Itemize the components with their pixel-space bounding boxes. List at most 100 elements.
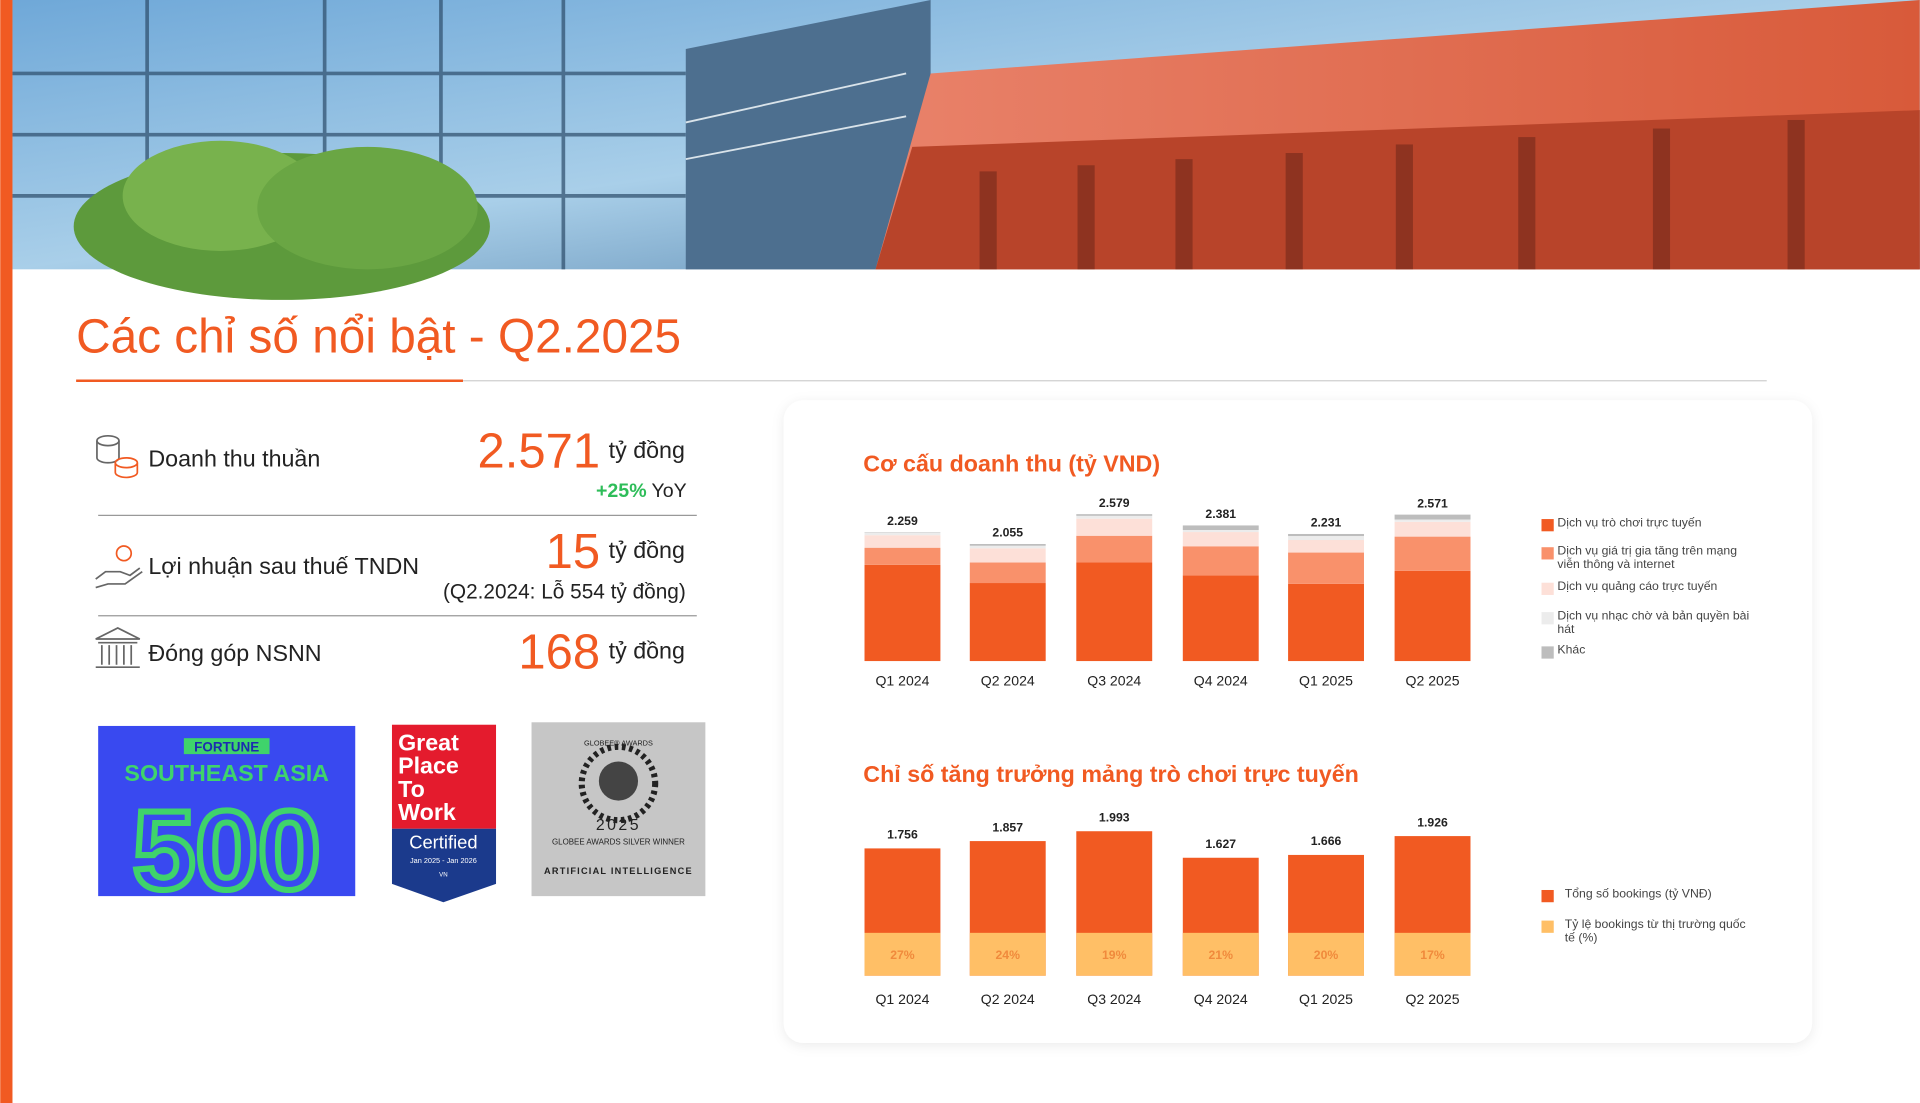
total-label: 2.055 xyxy=(992,526,1023,540)
bar-segment xyxy=(969,545,1046,549)
x-tick-label: Q2 2025 xyxy=(1406,673,1460,689)
x-tick-label: Q4 2024 xyxy=(1194,991,1248,1007)
bar-segment xyxy=(1076,518,1153,536)
share-band xyxy=(1076,932,1153,976)
value-label: 1.666 xyxy=(1311,834,1342,848)
legend-label: Dịch vụ nhạc chờ và bản quyền bài hát xyxy=(1557,609,1750,637)
kpi-growth: +25% xyxy=(596,480,647,502)
bar-segment xyxy=(1182,532,1259,547)
total-label: 2.259 xyxy=(887,514,918,528)
bar-segment xyxy=(969,548,1046,563)
bar-segment xyxy=(969,544,1046,546)
hand-coin-icon xyxy=(95,545,143,589)
legend-label: Tổng số bookings (tỷ VNĐ) xyxy=(1564,887,1712,902)
legend-item: Dịch vụ trò chơi trực tuyến xyxy=(1557,516,1702,531)
bar-segment xyxy=(1182,525,1259,530)
gptw-line: Work xyxy=(398,799,456,825)
value-label: 1.857 xyxy=(992,820,1023,834)
x-tick-label: Q4 2024 xyxy=(1194,673,1248,689)
bar-segment xyxy=(864,532,941,536)
kpi-label: Doanh thu thuần xyxy=(148,445,320,471)
kpi-unit: tỷ đồng xyxy=(609,537,685,563)
share-label: 17% xyxy=(1420,948,1445,962)
legend-swatch xyxy=(1541,547,1554,560)
legend-swatch xyxy=(1541,519,1554,532)
bar-segment xyxy=(969,583,1046,662)
share-band xyxy=(864,932,941,976)
bar-segment xyxy=(1182,546,1259,576)
total-label: 2.571 xyxy=(1417,496,1448,510)
x-tick-label: Q2 2024 xyxy=(981,673,1035,689)
fortune-badge: FORTUNE SOUTHEAST ASIA 500 xyxy=(98,725,356,916)
kpi-label: Lợi nhuận sau thuế TNDN xyxy=(148,553,419,579)
coins-icon xyxy=(96,434,139,479)
share-label: 19% xyxy=(1102,948,1127,962)
chart-title: Cơ cấu doanh thu (tỷ VND) xyxy=(863,450,1160,476)
chart-title: Chỉ số tăng trưởng mảng trò chơi trực tu… xyxy=(863,761,1359,787)
x-tick-label: Q3 2024 xyxy=(1087,991,1141,1007)
kpi-note: YoY xyxy=(652,480,687,502)
bar-segment xyxy=(864,535,941,548)
share-band xyxy=(969,932,1046,976)
legend-label: Tỷ lệ bookings từ thị trường quốc tế (%) xyxy=(1564,918,1746,946)
kpi-unit: tỷ đồng xyxy=(609,437,685,463)
bar-segment xyxy=(969,562,1046,584)
bar-segment xyxy=(1394,519,1471,522)
gptw-line: To xyxy=(398,776,425,802)
bar-segment xyxy=(864,564,941,662)
bar-segment xyxy=(864,532,941,533)
bar-segment xyxy=(1182,575,1259,662)
hero-image xyxy=(12,0,1920,300)
legend-item: Tổng số bookings (tỷ VNĐ) xyxy=(1564,887,1712,902)
bar-segment xyxy=(1394,521,1471,537)
legend-label: Dịch vụ quảng cáo trực tuyến xyxy=(1557,580,1718,594)
globee-award: GLOBEE AWARDS SILVER WINNER xyxy=(552,838,685,847)
accent-bar xyxy=(0,0,13,1103)
gptw-badge: Great Place To Work Certified Jan 2025 -… xyxy=(391,724,497,903)
legend-swatch xyxy=(1541,889,1554,903)
x-tick-label: Q3 2024 xyxy=(1087,673,1141,689)
bar-segment xyxy=(1288,540,1364,553)
kpi-label: Đóng góp NSNN xyxy=(148,640,321,666)
x-tick-label: Q2 2025 xyxy=(1406,991,1460,1007)
bar-segment xyxy=(1076,562,1153,662)
share-label: 21% xyxy=(1209,948,1234,962)
gptw-line: Place xyxy=(398,753,459,779)
globee-year: 2025 xyxy=(596,817,641,834)
total-label: 2.231 xyxy=(1311,516,1342,530)
bar-segment xyxy=(1394,570,1471,662)
legend-item: Khác xyxy=(1557,644,1585,657)
kpi-value: 15 xyxy=(546,525,600,579)
globee-badge: GLOBEE® AWARDS 2025 GLOBEE AWARDS SILVER… xyxy=(531,722,706,897)
bar-segment xyxy=(864,547,941,565)
x-tick-label: Q1 2024 xyxy=(875,991,929,1007)
share-label: 27% xyxy=(890,948,915,962)
bar-segment xyxy=(1076,515,1153,519)
legend-item: Dịch vụ giá trị gia tăng trên mạng viễn … xyxy=(1557,544,1738,572)
bar-segment xyxy=(1182,529,1259,533)
share-label: 24% xyxy=(995,948,1020,962)
legend-item: Dịch vụ quảng cáo trực tuyến xyxy=(1557,580,1718,594)
legend-label: Dịch vụ giá trị gia tăng trên mạng viễn … xyxy=(1557,544,1738,572)
bar-segment xyxy=(1394,536,1471,571)
legend-label: Dịch vụ trò chơi trực tuyến xyxy=(1557,516,1702,531)
x-tick-label: Q1 2024 xyxy=(875,673,929,689)
globee-brand: GLOBEE® AWARDS xyxy=(584,739,653,748)
kpi-value: 2.571 xyxy=(478,425,601,479)
legend-swatch xyxy=(1541,646,1554,659)
legend-swatch xyxy=(1541,582,1554,595)
share-band xyxy=(1182,932,1259,976)
kpi-note: (Q2.2024: Lỗ 554 tỷ đồng) xyxy=(443,581,686,604)
legend-swatch xyxy=(1541,612,1554,625)
value-label: 1.926 xyxy=(1417,815,1448,829)
bank-icon xyxy=(95,627,141,669)
bar-segment xyxy=(1288,536,1364,541)
legend-item: Dịch vụ nhạc chờ và bản quyền bài hát xyxy=(1557,609,1750,637)
bar-segment xyxy=(1076,535,1153,563)
gptw-country: VN xyxy=(439,872,448,879)
bar-segment xyxy=(1288,583,1364,662)
gptw-line: Great xyxy=(398,729,459,755)
fortune-brand: FORTUNE xyxy=(194,740,259,755)
